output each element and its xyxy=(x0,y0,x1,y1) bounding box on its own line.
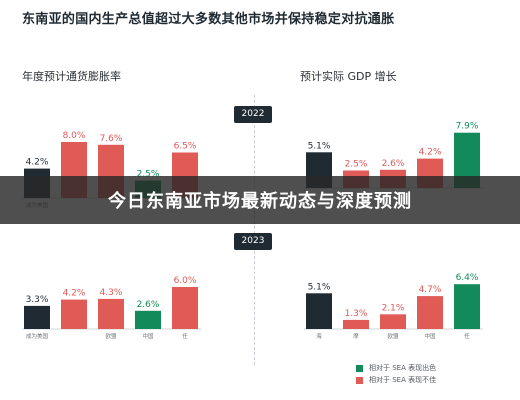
legend: 相对于 SEA 表现出色 相对于 SEA 表现不佳 xyxy=(356,362,436,386)
year-badge-2022: 2022 xyxy=(234,106,272,123)
bar-value-label: 2.5% xyxy=(345,160,368,170)
center-divider xyxy=(254,95,255,365)
page-title: 东南亚的国内生产总值超过大多数其他市场并保持稳定对抗通胀 xyxy=(22,12,395,27)
bar-value-label: 8.0% xyxy=(63,131,86,141)
category-label: 欧盟 xyxy=(387,332,399,340)
bar-value-label: 2.1% xyxy=(382,303,405,313)
bar-value-label: 6.5% xyxy=(174,142,197,152)
bar-value-label: 7.9% xyxy=(456,122,479,132)
bar-value-label: 5.1% xyxy=(308,141,331,151)
legend-swatch-red xyxy=(356,376,363,384)
headline-banner: 今日东南亚市场最新动态与深度预测 xyxy=(0,176,520,224)
bar-value-label: 4.2% xyxy=(419,148,442,158)
bar-2023-2 xyxy=(380,314,406,329)
bar-value-label: 3.3% xyxy=(26,295,49,305)
bar-value-label: 6.0% xyxy=(174,276,197,286)
bar-value-label: 5.1% xyxy=(308,282,331,292)
category-label: 摩 xyxy=(353,332,359,340)
bar-2023-4 xyxy=(454,284,480,329)
bar-value-label: 2.5% xyxy=(137,170,160,180)
bar-value-label: 4.3% xyxy=(100,288,123,298)
bar-2023-3 xyxy=(135,310,161,329)
bar-2023-2 xyxy=(98,298,124,329)
legend-item-underperform: 相对于 SEA 表现不佳 xyxy=(356,374,436,386)
bar-2023-1 xyxy=(61,299,87,329)
bar-value-label: 7.6% xyxy=(100,134,123,144)
gdp-subtitle: 预计实际 GDP 增长 xyxy=(300,70,397,83)
bar-value-label: 4.2% xyxy=(63,289,86,299)
year-badge-2023: 2023 xyxy=(234,233,272,250)
bar-value-label: 2.6% xyxy=(137,300,160,310)
chart-panel-2023-inflation: 3.3% 成为美国 4.2% 4.3% 欧盟 2.6% 中国 6.0% 任 xyxy=(22,276,201,340)
legend-swatch-green xyxy=(356,364,363,372)
bar-value-label: 4.2% xyxy=(26,158,49,168)
bar-value-label: 1.3% xyxy=(345,309,368,319)
category-label: 任 xyxy=(182,332,188,340)
category-label: 海 xyxy=(316,332,322,340)
category-label: 中国 xyxy=(142,332,154,340)
bar-2023-4 xyxy=(172,287,198,329)
bar-2023-0 xyxy=(24,305,50,329)
legend-item-outperform: 相对于 SEA 表现出色 xyxy=(356,362,436,374)
headline-text: 今日东南亚市场最新动态与深度预测 xyxy=(108,191,412,212)
chart-panel-2023-gdp: 5.1% 海 1.3% 摩 2.1% 欧盟 4.7% 中国 6.4% 任 xyxy=(304,273,483,340)
category-label: 成为美国 xyxy=(26,332,49,340)
category-label: 中国 xyxy=(424,332,436,340)
bar-value-label: 2.6% xyxy=(382,159,405,169)
category-label: 任 xyxy=(464,332,470,340)
bar-2023-0 xyxy=(306,293,332,329)
bar-value-label: 6.4% xyxy=(456,273,479,283)
bar-value-label: 4.7% xyxy=(419,285,442,295)
inflation-subtitle: 年度预计通货膨胀率 xyxy=(22,70,121,83)
bar-2023-1 xyxy=(343,319,369,329)
bar-2023-3 xyxy=(417,296,443,329)
legend-label-outperform: 相对于 SEA 表现出色 xyxy=(369,364,437,372)
legend-label-underperform: 相对于 SEA 表现不佳 xyxy=(369,376,437,384)
category-label: 欧盟 xyxy=(105,332,117,340)
